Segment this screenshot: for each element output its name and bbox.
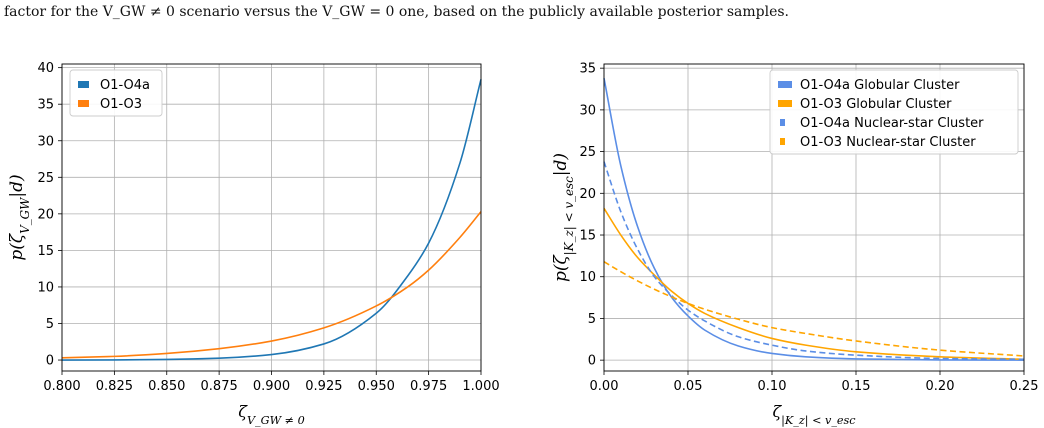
y-tick-label: 20 — [579, 187, 596, 202]
legend-swatch-4 — [780, 138, 785, 145]
y-tick-label: 40 — [37, 61, 54, 76]
y-tick-label: 35 — [579, 62, 596, 77]
y-tick-label: 0 — [46, 354, 54, 369]
x-tick-label: 0.925 — [305, 379, 342, 394]
y-tick-label: 30 — [579, 103, 596, 118]
y-tick-label: 15 — [37, 244, 54, 259]
series-line-1 — [603, 78, 1025, 361]
x-tick-label: 0.850 — [148, 379, 185, 394]
plot-frame — [603, 63, 1025, 372]
series-line-2 — [61, 211, 482, 359]
figure-caption: factor for the V_GW ≠ 0 scenario versus … — [4, 4, 790, 20]
x-tick-label: 0.950 — [358, 379, 395, 394]
x-tick-label: 1.000 — [462, 379, 499, 394]
legend-label-2: O1-O3 — [100, 97, 142, 112]
series-line-4 — [603, 261, 1025, 357]
y-tick-label: 5 — [588, 312, 596, 327]
x-tick-label: 0.25 — [1010, 379, 1039, 394]
legend-label-2: O1-O3 Globular Cluster — [800, 97, 952, 112]
y-tick-label: 20 — [37, 207, 54, 222]
y-tick-label: 35 — [37, 98, 54, 113]
legend-swatch-2 — [778, 100, 792, 107]
x-tick-label: 0.875 — [201, 379, 238, 394]
x-axis-label: ζV_GW ≠ 0 — [238, 402, 304, 427]
left-chart: 0.800 0.825 0.850 0.875 0.900 0.925 0.950 0.975… — [7, 61, 500, 426]
legend-box — [769, 69, 1019, 155]
y-tick-label: 25 — [37, 171, 54, 186]
y-tick-label: 30 — [37, 134, 54, 149]
legend-swatch-2 — [78, 100, 89, 107]
x-tick-label: 0.900 — [253, 379, 290, 394]
legend-label-4: O1-O3 Nuclear-star Cluster — [800, 135, 976, 150]
x-tick-label: 0.00 — [590, 379, 619, 394]
series-line-3 — [603, 161, 1025, 361]
x-tick-label: 0.10 — [758, 379, 787, 394]
legend-label-1: O1-O4a — [100, 78, 150, 93]
y-tick-label: 25 — [579, 145, 596, 160]
legend-swatch-1 — [778, 81, 792, 88]
series-line-2 — [603, 207, 1025, 361]
series-line-1 — [61, 79, 482, 361]
legend-swatch-1 — [78, 81, 89, 88]
legend-swatch-3 — [780, 119, 785, 126]
x-tick-label: 0.20 — [926, 379, 955, 394]
y-tick-label: 5 — [46, 317, 54, 332]
y-axis-label: p(ζ|K_z| < v_esc|d) — [551, 153, 576, 282]
x-tick-label: 0.05 — [674, 379, 703, 394]
legend-label-1: O1-O4a Globular Cluster — [800, 78, 960, 93]
x-tick-label: 0.975 — [410, 379, 447, 394]
x-tick-label: 0.825 — [96, 379, 133, 394]
x-tick-label: 0.15 — [842, 379, 871, 394]
x-axis-label: ζ|K_z| < v_esc — [772, 402, 856, 427]
y-tick-label: 10 — [579, 270, 596, 285]
legend-box — [69, 69, 163, 117]
legend-label-3: O1-O4a Nuclear-star Cluster — [800, 116, 984, 131]
y-tick-label: 0 — [588, 354, 596, 369]
y-tick-label: 10 — [37, 280, 54, 295]
y-axis-label: p(ζV_GW|d) — [7, 174, 32, 260]
right-chart: 0.00 0.05 0.10 0.15 0.20 0.25 0 5 10 15 20 25 30 35 ζ|… — [551, 62, 1038, 427]
x-tick-label: 0.800 — [43, 379, 80, 394]
y-tick-label: 15 — [579, 229, 596, 244]
